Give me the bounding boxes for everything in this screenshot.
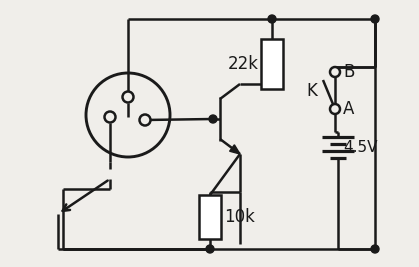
Circle shape <box>104 112 116 123</box>
Circle shape <box>371 15 379 23</box>
Text: A: A <box>343 100 354 118</box>
Circle shape <box>122 92 134 103</box>
Circle shape <box>209 115 217 123</box>
Text: 4.5V: 4.5V <box>343 140 378 155</box>
Text: 10k: 10k <box>224 208 255 226</box>
Circle shape <box>206 245 214 253</box>
Circle shape <box>268 15 276 23</box>
Polygon shape <box>230 145 240 154</box>
Text: K: K <box>306 81 317 100</box>
Text: B: B <box>343 63 354 81</box>
Circle shape <box>330 104 340 114</box>
Circle shape <box>371 245 379 253</box>
Circle shape <box>140 115 150 125</box>
Bar <box>261 39 283 89</box>
Text: 22k: 22k <box>228 55 259 73</box>
Circle shape <box>330 67 340 77</box>
Bar <box>199 195 221 239</box>
